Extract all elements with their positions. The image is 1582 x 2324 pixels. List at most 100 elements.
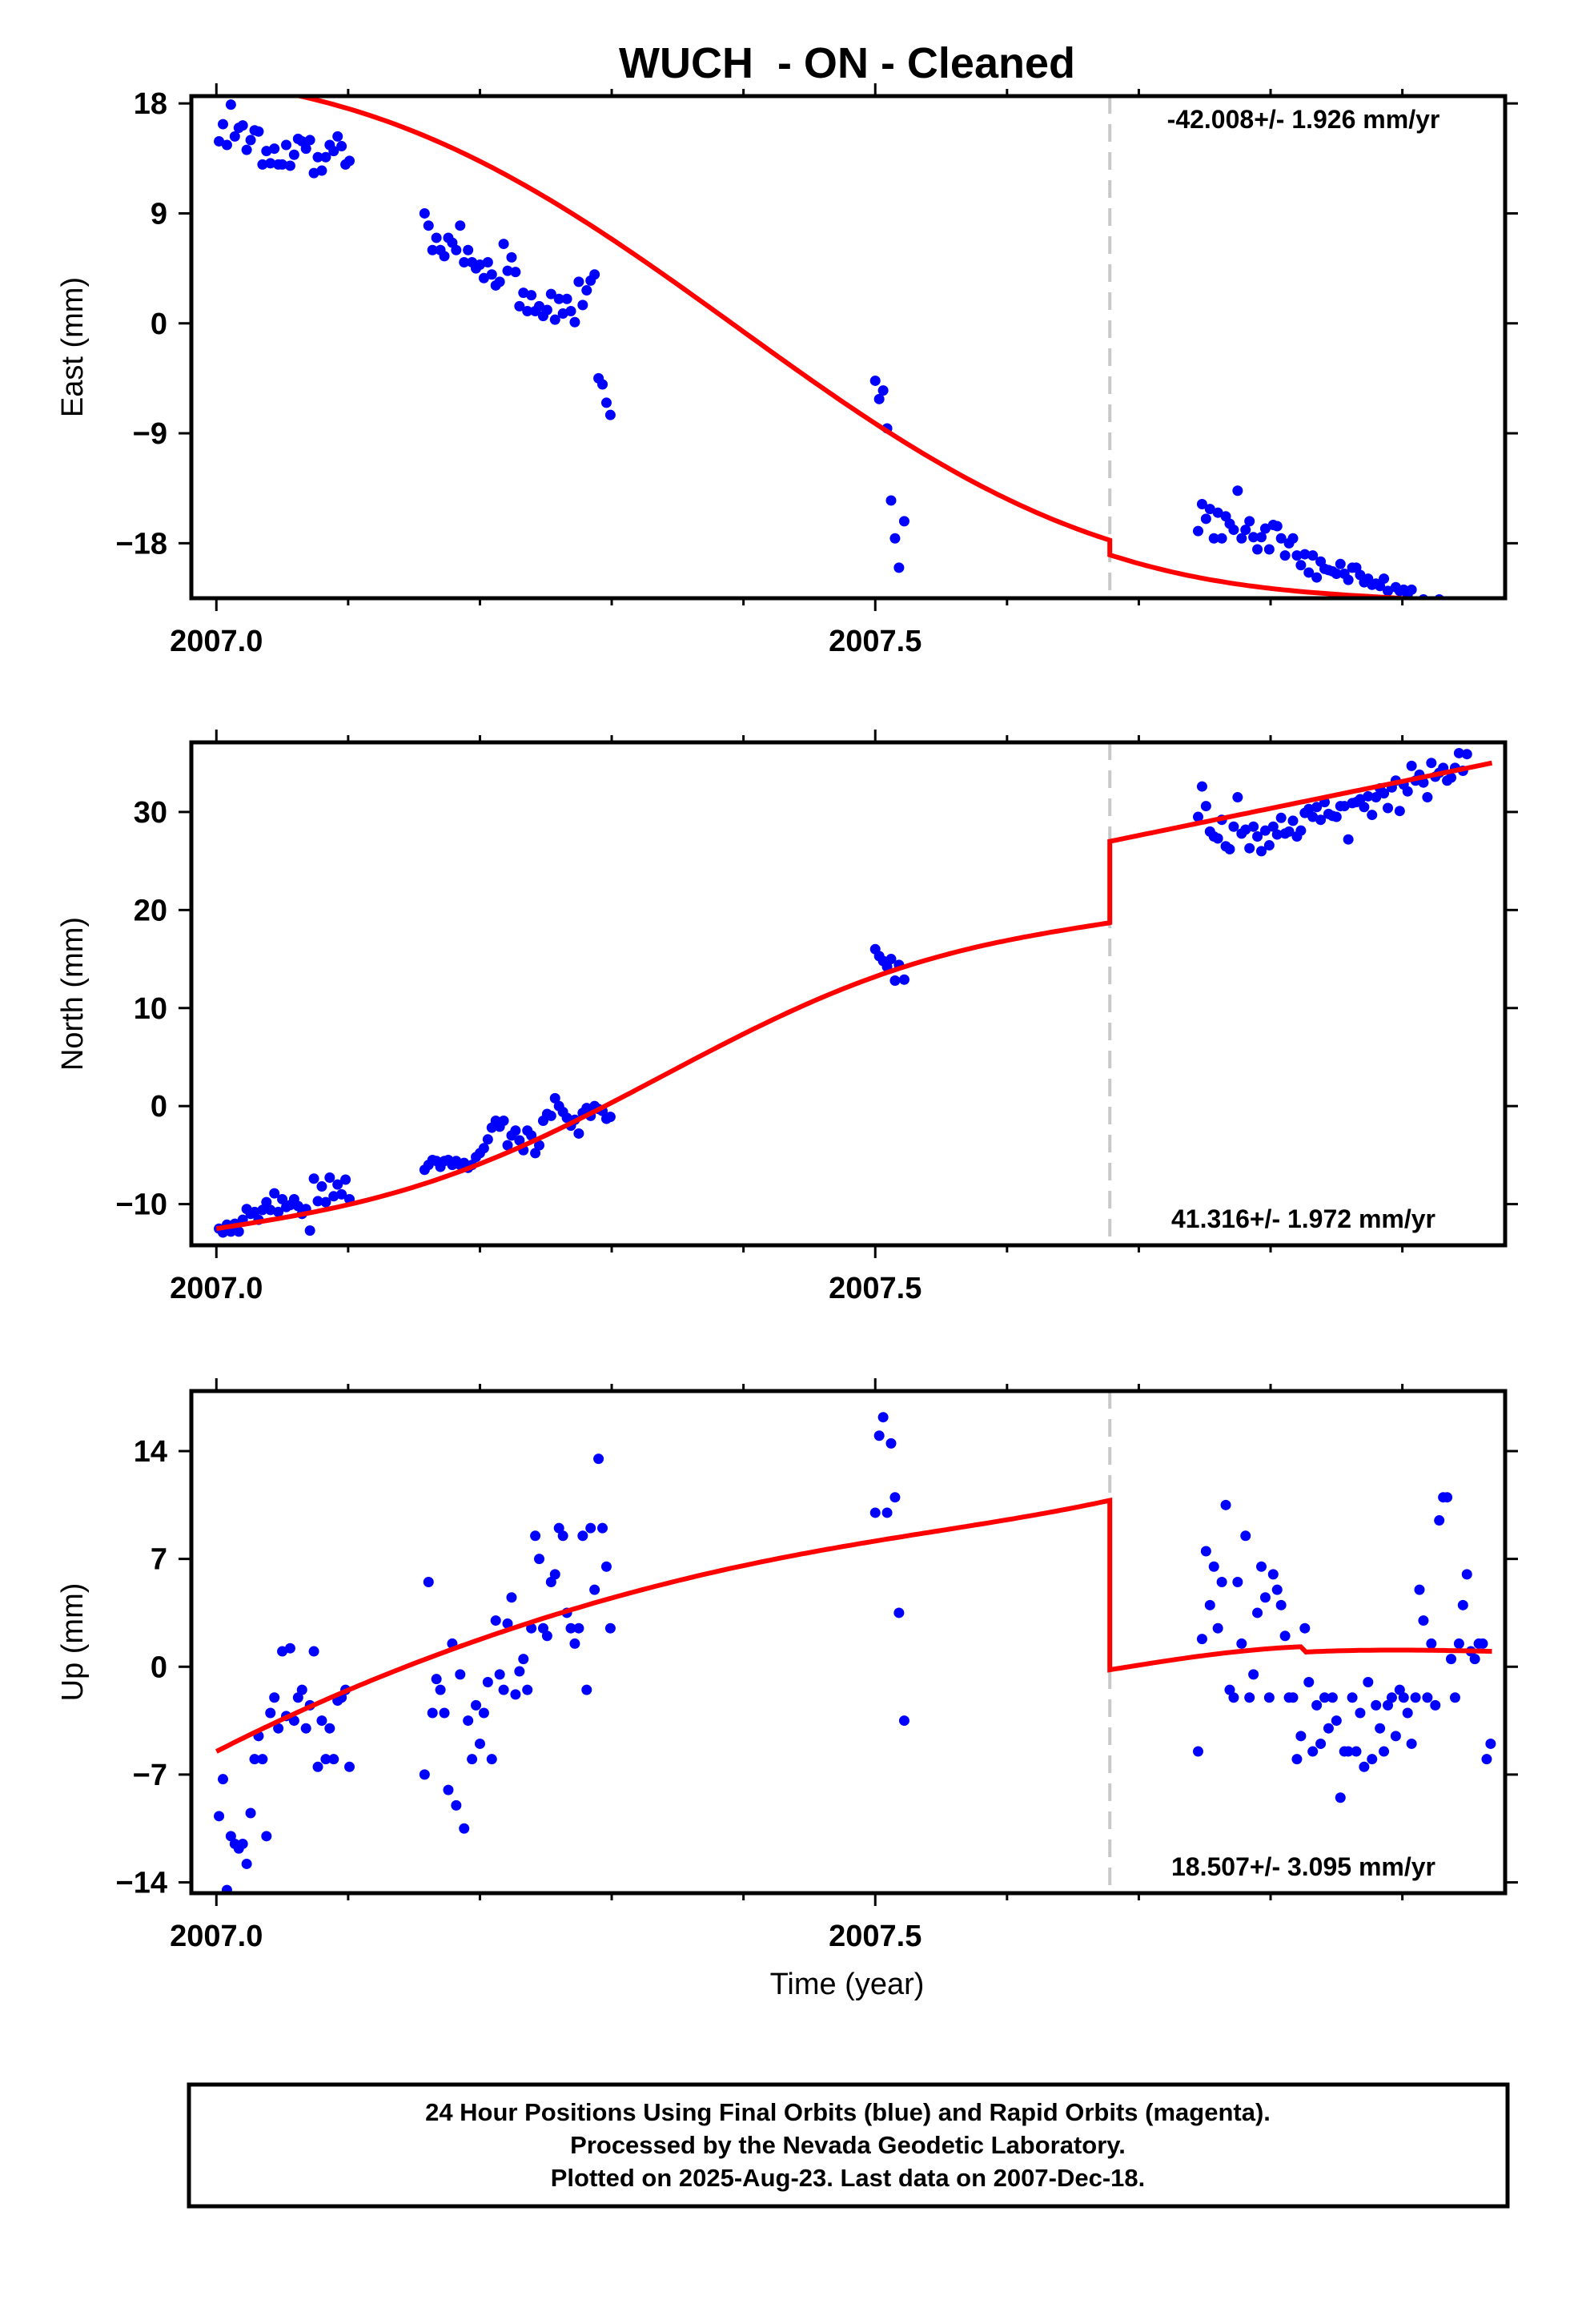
up-data-point — [1347, 1692, 1358, 1703]
up-data-point — [1371, 1699, 1382, 1711]
up-data-point — [1244, 1692, 1255, 1703]
north-data-point — [889, 975, 901, 986]
up-rate-label: 18.507+/- 3.095 mm/yr — [1171, 1852, 1435, 1881]
east-data-point — [328, 146, 339, 157]
up-data-point — [1442, 1492, 1453, 1503]
up-data-point — [241, 1858, 252, 1869]
east-y-tick-label: 9 — [151, 197, 167, 231]
north-data-point — [1367, 810, 1378, 821]
east-data-point — [1196, 499, 1207, 510]
east-x-tick-label: 2007.5 — [829, 625, 921, 658]
up-data-point — [881, 1507, 893, 1518]
up-data-point — [1256, 1561, 1267, 1572]
up-data-point — [249, 1754, 260, 1765]
east-data-point — [502, 265, 513, 276]
east-data-point — [1474, 0, 1484, 6]
north-data-point — [312, 1196, 323, 1207]
east-data-point — [877, 385, 889, 396]
east-data-point — [332, 131, 343, 142]
up-data-point — [1359, 1761, 1370, 1772]
east-data-point — [1204, 504, 1215, 515]
east-data-point — [545, 288, 556, 300]
east-data-point — [463, 244, 474, 255]
up-data-point — [1263, 1692, 1275, 1703]
up-data-point — [1295, 1731, 1307, 1742]
up-data-point — [482, 1677, 493, 1688]
up-data-point — [1453, 1638, 1464, 1649]
north-data-point — [1192, 811, 1203, 822]
east-data-point — [1481, 0, 1492, 6]
north-data-point — [273, 1206, 284, 1217]
east-data-point — [474, 259, 485, 271]
up-data-point — [1406, 1738, 1417, 1749]
up-y-tick-label: 14 — [134, 1435, 167, 1469]
north-data-point — [1406, 760, 1417, 771]
east-data-point — [427, 244, 438, 255]
north-data-point — [498, 1116, 509, 1127]
east-data-point — [1228, 525, 1239, 536]
north-data-point — [269, 1188, 280, 1199]
up-data-point — [522, 1684, 533, 1695]
east-data-point — [1406, 584, 1417, 595]
east-data-point — [237, 120, 248, 131]
east-data-point — [229, 131, 240, 142]
up-y-axis-label: Up (mm) — [56, 1583, 90, 1702]
up-data-point — [1212, 1622, 1223, 1634]
footer-line-3: Plotted on 2025-Aug-23. Last data on 200… — [551, 2164, 1146, 2192]
up-data-point — [459, 1823, 470, 1834]
east-data-point — [1450, 611, 1460, 621]
east-data-point — [1244, 516, 1255, 527]
up-data-point — [1446, 1654, 1457, 1665]
up-data-point — [1386, 1692, 1397, 1703]
north-points — [214, 747, 1472, 1238]
east-data-point — [423, 220, 434, 231]
up-data-point — [1279, 1630, 1291, 1642]
east-data-point — [1311, 572, 1323, 583]
north-data-point — [1394, 806, 1405, 817]
up-data-point — [1390, 1731, 1401, 1742]
east-data-point — [316, 165, 327, 176]
up-data-point — [518, 1654, 529, 1665]
up-data-point — [1299, 1622, 1311, 1634]
east-data-point — [557, 308, 568, 320]
up-x-tick-label: 2007.0 — [170, 1920, 263, 1953]
up-data-point — [1291, 1754, 1303, 1765]
up-y-tick-label: 7 — [151, 1543, 167, 1577]
up-data-point — [1394, 1684, 1405, 1695]
north-data-point — [265, 1204, 276, 1216]
up-data-point — [273, 1723, 284, 1734]
up-data-point — [1323, 1723, 1334, 1734]
north-y-tick-label: 30 — [134, 796, 167, 830]
east-data-point — [1279, 550, 1291, 561]
north-fit-line — [215, 760, 1493, 1232]
up-data-point — [506, 1592, 517, 1603]
north-data-point — [1363, 790, 1374, 802]
east-data-point — [1303, 567, 1315, 578]
up-data-point — [1383, 1699, 1394, 1711]
up-data-point — [869, 1507, 881, 1518]
north-data-point — [336, 1188, 347, 1200]
east-data-point — [565, 305, 576, 316]
north-y-tick-label: 0 — [151, 1090, 167, 1124]
north-data-point — [292, 1200, 303, 1212]
north-data-point — [1295, 825, 1307, 836]
east-data-point — [1422, 609, 1432, 619]
north-data-point — [1422, 792, 1433, 803]
up-data-point — [218, 1774, 229, 1785]
east-data-point — [561, 293, 572, 304]
north-data-point — [1453, 747, 1464, 758]
up-data-point — [1315, 1738, 1327, 1749]
east-data-point — [320, 151, 331, 163]
up-data-point — [553, 1522, 564, 1534]
east-data-point — [577, 300, 588, 311]
up-data-point — [549, 1569, 560, 1580]
east-y-tick-label: −18 — [116, 527, 167, 561]
north-data-point — [1446, 772, 1457, 783]
up-data-point — [344, 1761, 355, 1772]
east-points — [214, 0, 1492, 621]
east-data-point — [304, 135, 315, 146]
east-data-point — [1343, 574, 1354, 585]
up-data-point — [1434, 1515, 1445, 1526]
up-data-point — [1204, 1599, 1215, 1610]
up-data-point — [545, 1576, 556, 1587]
